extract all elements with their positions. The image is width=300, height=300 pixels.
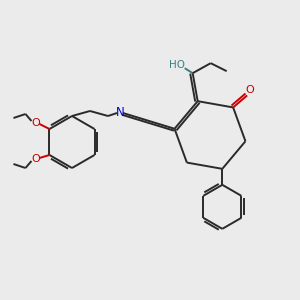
Text: O: O [31,118,40,128]
Text: N: N [116,106,124,118]
Text: O: O [31,154,40,164]
Text: HO: HO [169,60,185,70]
Text: O: O [246,85,254,95]
